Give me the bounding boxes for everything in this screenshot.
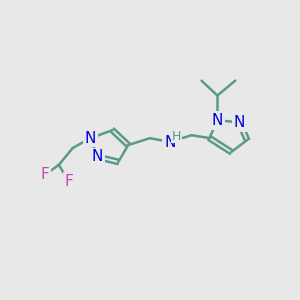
Text: N: N <box>212 113 223 128</box>
Text: F: F <box>40 167 50 182</box>
Text: N: N <box>164 135 176 150</box>
Text: H: H <box>172 130 182 142</box>
Text: N: N <box>233 115 245 130</box>
Text: F: F <box>64 174 73 189</box>
Text: N: N <box>85 130 96 146</box>
Text: N: N <box>92 149 103 164</box>
